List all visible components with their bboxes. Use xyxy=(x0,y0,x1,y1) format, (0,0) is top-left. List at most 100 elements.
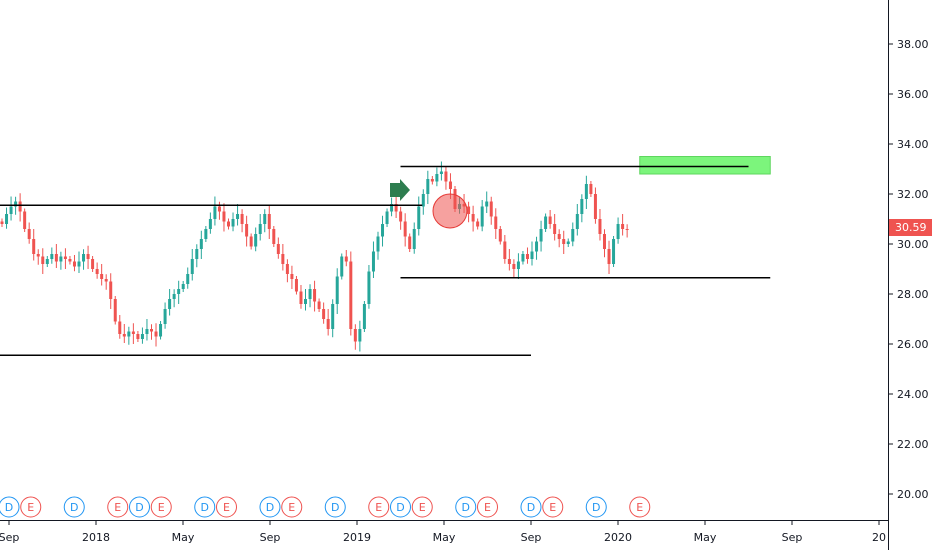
candle-body[interactable] xyxy=(0,221,4,225)
dividend-marker[interactable]: D xyxy=(520,496,542,518)
candle-body[interactable] xyxy=(5,214,9,224)
candle-body[interactable] xyxy=(313,289,317,302)
candle-body[interactable] xyxy=(217,206,221,212)
candle-body[interactable] xyxy=(507,259,511,264)
candle-body[interactable] xyxy=(208,219,212,229)
candle-body[interactable] xyxy=(149,329,153,332)
candle-body[interactable] xyxy=(394,204,398,212)
dividend-marker[interactable]: D xyxy=(324,496,346,518)
candle-body[interactable] xyxy=(204,229,208,239)
candle-body[interactable] xyxy=(23,211,27,230)
candle-body[interactable] xyxy=(417,206,421,230)
candle-body[interactable] xyxy=(213,206,217,220)
candle-body[interactable] xyxy=(448,181,452,190)
candle-body[interactable] xyxy=(430,179,434,182)
candle-body[interactable] xyxy=(535,241,539,252)
candle-body[interactable] xyxy=(607,249,611,264)
candle-body[interactable] xyxy=(240,214,244,224)
candle-body[interactable] xyxy=(589,184,593,194)
candle-body[interactable] xyxy=(222,211,226,222)
candle-body[interactable] xyxy=(358,329,362,342)
candle-body[interactable] xyxy=(131,331,135,335)
candle-body[interactable] xyxy=(172,294,176,299)
dividend-marker[interactable]: D xyxy=(129,496,150,518)
candle-body[interactable] xyxy=(136,334,140,339)
dividend-marker[interactable]: D xyxy=(63,496,85,518)
candle-body[interactable] xyxy=(467,206,471,215)
earnings-marker[interactable]: E xyxy=(411,496,433,518)
candle-body[interactable] xyxy=(331,304,335,329)
candle-body[interactable] xyxy=(294,279,298,292)
candle-body[interactable] xyxy=(231,219,235,227)
candle-body[interactable] xyxy=(584,184,588,199)
earnings-marker[interactable]: E xyxy=(216,496,237,518)
dividend-marker[interactable]: D xyxy=(455,496,477,518)
candle-body[interactable] xyxy=(272,229,276,244)
candle-body[interactable] xyxy=(186,274,190,284)
candle-body[interactable] xyxy=(471,214,475,222)
earnings-marker[interactable]: E xyxy=(368,496,390,518)
candle-body[interactable] xyxy=(353,329,357,342)
dividend-marker[interactable]: D xyxy=(585,496,607,518)
candle-body[interactable] xyxy=(177,289,181,294)
earnings-marker[interactable]: E xyxy=(477,496,498,518)
earnings-marker[interactable]: E xyxy=(281,496,303,518)
arrow-right-icon[interactable] xyxy=(390,179,410,201)
candle-body[interactable] xyxy=(63,256,67,260)
time-axis[interactable]: Sep 2018 May Sep 2019 May Sep 2020 May Sep 20 xyxy=(0,520,886,544)
candle-body[interactable] xyxy=(516,261,520,270)
candle-body[interactable] xyxy=(122,334,126,337)
candle-body[interactable] xyxy=(127,331,131,337)
candle-body[interactable] xyxy=(308,289,312,299)
candle-body[interactable] xyxy=(181,284,185,289)
candle-body[interactable] xyxy=(236,214,240,219)
candle-body[interactable] xyxy=(403,221,407,237)
candle-body[interactable] xyxy=(525,254,529,259)
candle-body[interactable] xyxy=(285,264,289,274)
candle-body[interactable] xyxy=(593,194,597,219)
candle-body[interactable] xyxy=(322,309,326,319)
candle-body[interactable] xyxy=(77,261,81,267)
candle-body[interactable] xyxy=(145,329,149,334)
candle-body[interactable] xyxy=(494,216,498,230)
candle-body[interactable] xyxy=(109,281,113,300)
highlight-circle[interactable] xyxy=(432,193,468,229)
candle-body[interactable] xyxy=(367,271,371,305)
candle-body[interactable] xyxy=(82,254,86,262)
candle-body[interactable] xyxy=(621,224,625,229)
candle-body[interactable] xyxy=(539,229,543,242)
candle-body[interactable] xyxy=(512,264,516,269)
candle-body[interactable] xyxy=(408,236,412,250)
candle-body[interactable] xyxy=(503,241,507,260)
dividend-marker[interactable]: D xyxy=(194,496,216,518)
candle-body[interactable] xyxy=(118,321,122,335)
candle-body[interactable] xyxy=(349,261,353,330)
dividend-marker[interactable]: D xyxy=(390,496,411,518)
candle-body[interactable] xyxy=(602,234,606,249)
candle-body[interactable] xyxy=(68,259,72,262)
candle-body[interactable] xyxy=(190,259,194,274)
candle-body[interactable] xyxy=(476,221,480,227)
candle-body[interactable] xyxy=(267,214,271,229)
candle-body[interactable] xyxy=(59,256,63,262)
candle-body[interactable] xyxy=(317,301,321,310)
candle-body[interactable] xyxy=(426,179,430,194)
candle-body[interactable] xyxy=(154,331,158,337)
earnings-marker[interactable]: E xyxy=(150,496,172,518)
candle-body[interactable] xyxy=(281,254,285,264)
candle-body[interactable] xyxy=(439,171,443,175)
candle-body[interactable] xyxy=(557,234,561,239)
candle-body[interactable] xyxy=(168,299,172,309)
candle-body[interactable] xyxy=(9,206,13,215)
dividend-marker[interactable]: D xyxy=(259,496,281,518)
candle-body[interactable] xyxy=(562,239,566,244)
candle-body[interactable] xyxy=(335,276,339,305)
candle-body[interactable] xyxy=(566,241,570,245)
target-zone[interactable] xyxy=(639,156,771,175)
earnings-marker[interactable]: E xyxy=(107,496,129,518)
candle-body[interactable] xyxy=(381,224,385,237)
candle-body[interactable] xyxy=(362,304,366,329)
dividend-marker[interactable]: D xyxy=(0,496,20,518)
